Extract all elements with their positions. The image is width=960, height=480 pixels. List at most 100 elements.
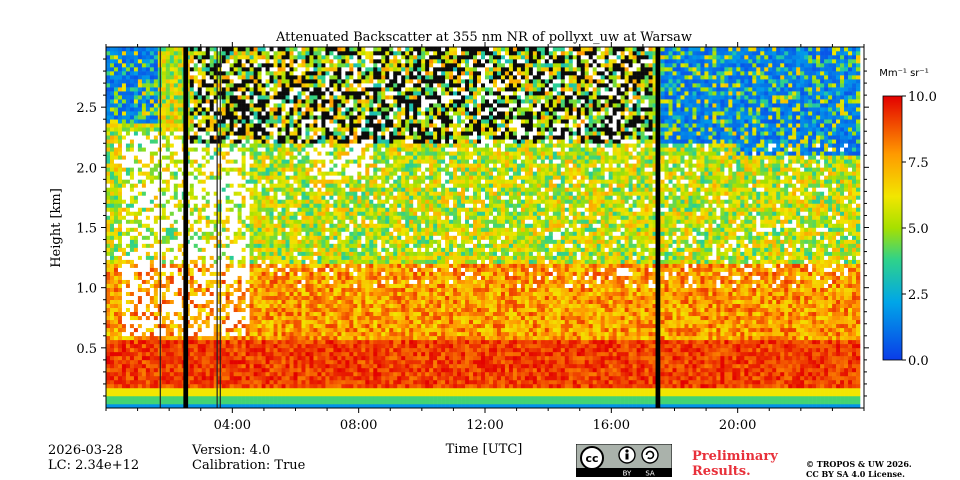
heatmap-cell [141, 359, 147, 365]
heatmap-cell [201, 131, 207, 136]
heatmap-cell [117, 87, 123, 92]
heatmap-cell [257, 379, 262, 385]
heatmap-cell [305, 363, 310, 369]
heatmap-cell [141, 99, 147, 104]
heatmap-cell [117, 135, 123, 140]
heatmap-cell [257, 367, 262, 373]
heatmap-cell [161, 87, 167, 92]
heatmap-cell [253, 307, 258, 313]
heatmap-cell [125, 175, 131, 180]
heatmap-cell [229, 347, 234, 353]
heatmap-cell [205, 123, 211, 128]
heatmap-cell [265, 363, 270, 369]
heatmap-cell [106, 295, 111, 300]
heatmap-cell [133, 387, 139, 393]
heatmap-cell [109, 263, 115, 268]
heatmap-cell [305, 59, 310, 64]
heatmap-cell [225, 303, 230, 309]
heatmap-cell [269, 371, 274, 377]
heatmap-cell [109, 171, 115, 176]
heatmap-cell [277, 367, 282, 373]
heatmap-cell [317, 55, 322, 60]
heatmap-cell [113, 63, 119, 68]
heatmap-cell [269, 263, 274, 268]
heatmap-cell [241, 131, 246, 136]
heatmap-cell [125, 347, 131, 353]
heatmap-cell [245, 255, 250, 260]
heatmap-cell [261, 191, 266, 196]
heatmap-cell [305, 247, 310, 252]
heatmap-cell [197, 291, 203, 296]
heatmap-cell [293, 179, 298, 184]
heatmap-cell [113, 195, 119, 200]
heatmap-cell [229, 375, 234, 381]
heatmap-cell [117, 379, 123, 385]
heatmap-cell [313, 355, 318, 361]
heatmap-cell [297, 71, 302, 76]
heatmap-cell [221, 383, 226, 389]
heatmap-cell [289, 211, 294, 216]
heatmap-cell [285, 399, 290, 405]
heatmap-cell [245, 103, 250, 108]
heatmap-cell [193, 399, 199, 405]
heatmap-cell [273, 219, 278, 224]
heatmap-cell [245, 267, 250, 272]
heatmap-cell [169, 375, 175, 381]
heatmap-cell [189, 123, 195, 128]
heatmap-cell [301, 91, 306, 96]
heatmap-cell [245, 59, 250, 64]
heatmap-cell [261, 207, 266, 212]
heatmap-cell [117, 359, 123, 365]
heatmap-cell [253, 371, 258, 377]
heatmap-cell [301, 151, 306, 156]
heatmap-cell [121, 111, 127, 116]
heatmap-cell [213, 159, 219, 164]
heatmap-cell [165, 163, 171, 168]
heatmap-cell [317, 263, 322, 268]
heatmap-cell [205, 179, 211, 184]
heatmap-cell [297, 263, 302, 268]
heatmap-cell [289, 183, 294, 188]
heatmap-cell [141, 95, 147, 100]
heatmap-cell [297, 127, 302, 132]
heatmap-cell [261, 243, 266, 248]
heatmap-cell [177, 111, 183, 116]
heatmap-cell [293, 315, 298, 321]
heatmap-cell [241, 359, 246, 365]
heatmap-cell [285, 187, 290, 192]
heatmap-cell [209, 79, 215, 84]
heatmap-cell [193, 295, 199, 300]
heatmap-cell [321, 147, 326, 152]
heatmap-cell [321, 243, 326, 248]
heatmap-cell [205, 271, 211, 276]
heatmap-cell [193, 323, 199, 329]
heatmap-cell [197, 303, 203, 309]
heatmap-cell [125, 235, 131, 240]
heatmap-cell [269, 311, 274, 317]
heatmap-cell [121, 79, 127, 84]
heatmap-cell [277, 343, 282, 349]
heatmap-cell [301, 267, 306, 272]
heatmap-cell [113, 139, 119, 144]
heatmap-cell [213, 195, 219, 200]
heatmap-cell [241, 227, 246, 232]
heatmap-cell [129, 119, 135, 124]
heatmap-cell [229, 159, 234, 164]
heatmap-cell [189, 155, 195, 160]
heatmap-cell [141, 319, 147, 325]
heatmap-cell [161, 47, 167, 52]
heatmap-cell [201, 403, 207, 408]
heatmap-cell [293, 299, 298, 305]
heatmap-cell [121, 207, 127, 212]
heatmap-cell [113, 223, 119, 228]
heatmap-cell [261, 115, 266, 120]
heatmap-cell [237, 287, 242, 292]
heatmap-cell [325, 319, 330, 325]
heatmap-cell [285, 203, 290, 208]
heatmap-cell [109, 403, 115, 408]
heatmap-cell [317, 219, 322, 224]
heatmap-cell [317, 175, 322, 180]
heatmap-cell [153, 115, 159, 120]
heatmap-cell [233, 315, 238, 321]
heatmap-cell [285, 383, 290, 389]
